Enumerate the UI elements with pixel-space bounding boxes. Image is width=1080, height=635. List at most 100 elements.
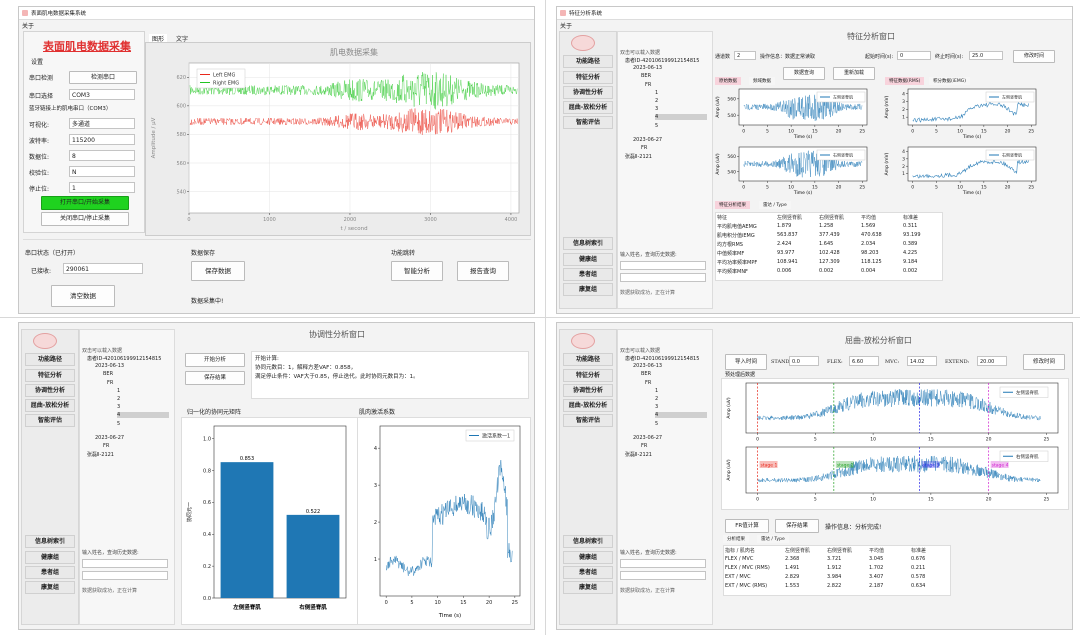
tree-item[interactable]: 2023-06-13 xyxy=(633,65,663,72)
button[interactable]: 保存结果 xyxy=(185,371,245,385)
tab[interactable]: 雷达 / Type xyxy=(759,201,791,209)
select[interactable]: 115200 xyxy=(69,134,135,145)
select[interactable]: 1 xyxy=(69,182,135,193)
tree-item[interactable]: 2023-06-13 xyxy=(633,363,663,370)
button[interactable]: 数据查询 xyxy=(783,67,825,80)
button[interactable]: FR值计算 xyxy=(725,519,769,533)
tree-item[interactable]: FR xyxy=(641,443,648,449)
group-item[interactable]: 患者组 xyxy=(563,566,613,579)
group-item[interactable]: 健康组 xyxy=(25,551,75,564)
tree-item[interactable]: 5 xyxy=(655,122,659,129)
group-item[interactable]: 康复组 xyxy=(25,581,75,594)
button[interactable]: 报告查询 xyxy=(457,261,509,281)
nav-item[interactable]: 智能评估 xyxy=(563,116,613,129)
input-box[interactable]: 20.00 xyxy=(977,356,1007,366)
button[interactable]: 智能分析 xyxy=(391,261,443,281)
nav-item[interactable]: 协调性分析 xyxy=(25,384,75,397)
button[interactable]: 保存结果 xyxy=(775,519,819,533)
tab[interactable]: 雷达 / Type xyxy=(757,535,789,543)
nav-item[interactable]: 智能评估 xyxy=(563,414,613,427)
select[interactable]: 多通道 xyxy=(69,118,135,129)
tree-item[interactable]: FR xyxy=(103,443,110,449)
input-box[interactable]: 14.02 xyxy=(907,356,937,366)
tree-item[interactable]: FR xyxy=(107,379,114,386)
button[interactable]: 清空数据 xyxy=(51,285,115,307)
nav-item[interactable]: 特征分析 xyxy=(25,369,75,382)
tree-item[interactable]: 3 xyxy=(117,404,121,411)
tree-item[interactable]: 1 xyxy=(655,387,659,394)
nav-item[interactable]: 特征分析 xyxy=(563,369,613,382)
tree-item[interactable]: 3 xyxy=(655,404,659,411)
nav-item[interactable]: 协调性分析 xyxy=(563,86,613,99)
input-box[interactable]: 6.60 xyxy=(849,356,879,366)
tree-item[interactable]: 2023-06-27 xyxy=(633,136,663,143)
tree-item[interactable]: 2 xyxy=(655,396,659,402)
tab[interactable]: 分析结果 xyxy=(723,535,749,543)
tree-item[interactable]: 5 xyxy=(117,420,121,427)
input-box[interactable]: 0 xyxy=(897,51,931,60)
button[interactable]: 重新加载 xyxy=(833,67,875,80)
tree-item[interactable]: 2023-06-27 xyxy=(633,434,663,441)
tree-item[interactable]: 张磊Ⅱ-2121 xyxy=(625,452,652,459)
tree-item[interactable]: FR xyxy=(641,145,648,151)
select[interactable]: 8 xyxy=(69,150,135,161)
input-box[interactable]: 0.0 xyxy=(789,356,819,366)
tab[interactable]: 原始数据 xyxy=(715,77,741,85)
select[interactable]: COM3 xyxy=(69,89,135,100)
button[interactable]: 开始分析 xyxy=(185,353,245,367)
tree-item[interactable]: 患者ID-420106199912154815 xyxy=(87,356,162,362)
tree-item[interactable]: 2 xyxy=(655,98,659,104)
button[interactable]: 修改时间 xyxy=(1013,50,1055,63)
group-item[interactable]: 康复组 xyxy=(563,581,613,594)
search-input[interactable] xyxy=(620,261,706,270)
group-item[interactable]: 患者组 xyxy=(563,268,613,281)
search-select[interactable] xyxy=(620,273,706,282)
tree-item[interactable]: 1 xyxy=(117,387,121,394)
group-item[interactable]: 健康组 xyxy=(563,253,613,266)
search-select[interactable] xyxy=(82,571,168,580)
button[interactable]: 检测串口 xyxy=(69,71,137,84)
nav-item[interactable]: 屈曲-放松分析 xyxy=(563,399,613,412)
tree-item[interactable]: 4 xyxy=(117,412,169,419)
tree-item[interactable]: 张磊Ⅱ-2121 xyxy=(625,154,652,161)
tree-item[interactable]: 2023-06-13 xyxy=(95,363,125,370)
nav-item[interactable]: 协调性分析 xyxy=(563,384,613,397)
tab[interactable]: 特征数据(RMS) xyxy=(885,77,925,85)
tab[interactable]: 频域数据 xyxy=(749,77,775,85)
tree-item[interactable]: 张磊Ⅱ-2121 xyxy=(87,452,114,459)
nav-item[interactable]: 特征分析 xyxy=(563,71,613,84)
button[interactable]: 关闭串口/停止采集 xyxy=(41,212,129,226)
group-item[interactable]: 健康组 xyxy=(563,551,613,564)
button[interactable]: 保存数据 xyxy=(191,261,245,281)
tree-item[interactable]: 2023-06-27 xyxy=(95,434,125,441)
tree-item[interactable]: FR xyxy=(645,379,652,386)
received-box[interactable]: 290061 xyxy=(63,263,143,274)
group-item[interactable]: 康复组 xyxy=(563,283,613,296)
tree-item[interactable]: BER xyxy=(641,73,652,80)
tree-item[interactable]: 4 xyxy=(655,114,707,121)
open-button[interactable]: 打开串口/开始采集 xyxy=(41,196,129,210)
nav-item[interactable]: 屈曲-放松分析 xyxy=(563,101,613,114)
tree-item[interactable]: 3 xyxy=(655,106,659,113)
select[interactable]: N xyxy=(69,166,135,177)
tree-item[interactable]: 患者ID-420106199912154815 xyxy=(625,356,700,362)
select[interactable]: 2 xyxy=(734,51,756,60)
nav-item[interactable]: 屈曲-放松分析 xyxy=(25,399,75,412)
tree-item[interactable]: FR xyxy=(645,81,652,88)
tab[interactable]: 积分数据(iEMG) xyxy=(929,77,970,85)
button[interactable]: 导入时间 xyxy=(725,354,767,370)
nav-item[interactable]: 智能评估 xyxy=(25,414,75,427)
search-select[interactable] xyxy=(620,571,706,580)
tree-item[interactable]: 患者ID-420106199912154815 xyxy=(625,58,700,64)
tree-item[interactable]: 4 xyxy=(655,412,707,419)
tree-item[interactable]: 2 xyxy=(117,396,121,402)
tree-item[interactable]: BER xyxy=(641,371,652,378)
tab[interactable]: 特征分析结果 xyxy=(715,201,750,209)
group-item[interactable]: 患者组 xyxy=(25,566,75,579)
button[interactable]: 修改时间 xyxy=(1023,354,1065,370)
tree-item[interactable]: 5 xyxy=(655,420,659,427)
search-input[interactable] xyxy=(82,559,168,568)
search-input[interactable] xyxy=(620,559,706,568)
tree-item[interactable]: 1 xyxy=(655,89,659,96)
tree-item[interactable]: BER xyxy=(103,371,114,378)
